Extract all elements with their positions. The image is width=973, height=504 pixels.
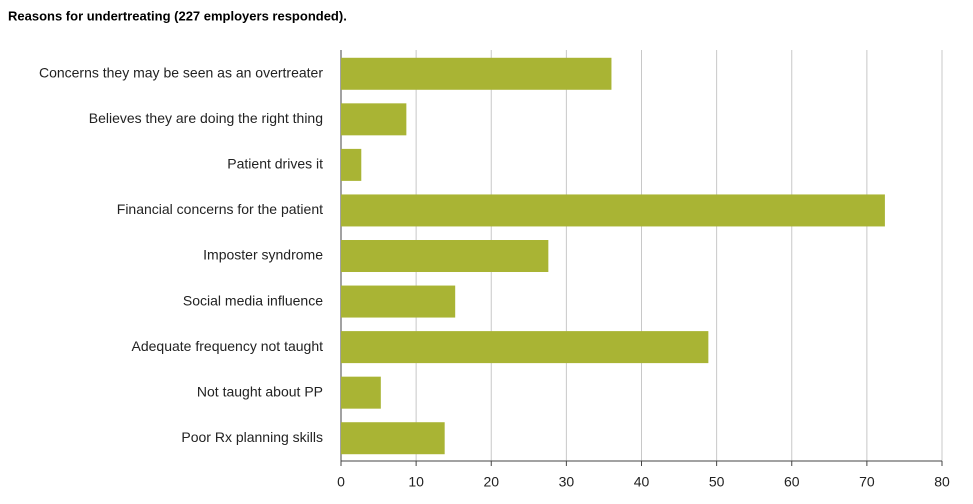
x-tick-label: 50 [709,474,725,490]
bar [341,194,885,227]
y-tick-label: Not taught about PP [197,383,323,399]
bar [341,285,456,318]
y-tick-label: Patient drives it [227,156,323,172]
x-tick-label: 10 [408,474,424,490]
y-tick-label: Social media influence [183,292,323,308]
bar [341,148,362,181]
x-tick-label: 20 [483,474,499,490]
bar [341,331,709,364]
y-tick-label: Believes they are doing the right thing [89,110,323,126]
y-tick-label: Adequate frequency not taught [132,338,324,354]
bar [341,103,407,136]
bar [341,57,612,90]
bar [341,240,549,272]
x-tick-label: 60 [784,474,800,490]
bar [341,376,381,409]
y-tick-label: Concerns they may be seen as an overtrea… [39,64,323,80]
y-tick-label: Financial concerns for the patient [117,201,323,217]
x-tick-label: 30 [559,474,575,490]
x-tick-label: 0 [337,474,345,490]
chart-title: Reasons for undertreating (227 employers… [8,8,347,23]
y-tick-label: Poor Rx planning skills [181,429,323,445]
y-tick-label: Imposter syndrome [203,247,323,263]
x-tick-label: 80 [934,474,950,490]
bar [341,422,445,455]
x-tick-label: 40 [634,474,650,490]
x-tick-label: 70 [859,474,875,490]
